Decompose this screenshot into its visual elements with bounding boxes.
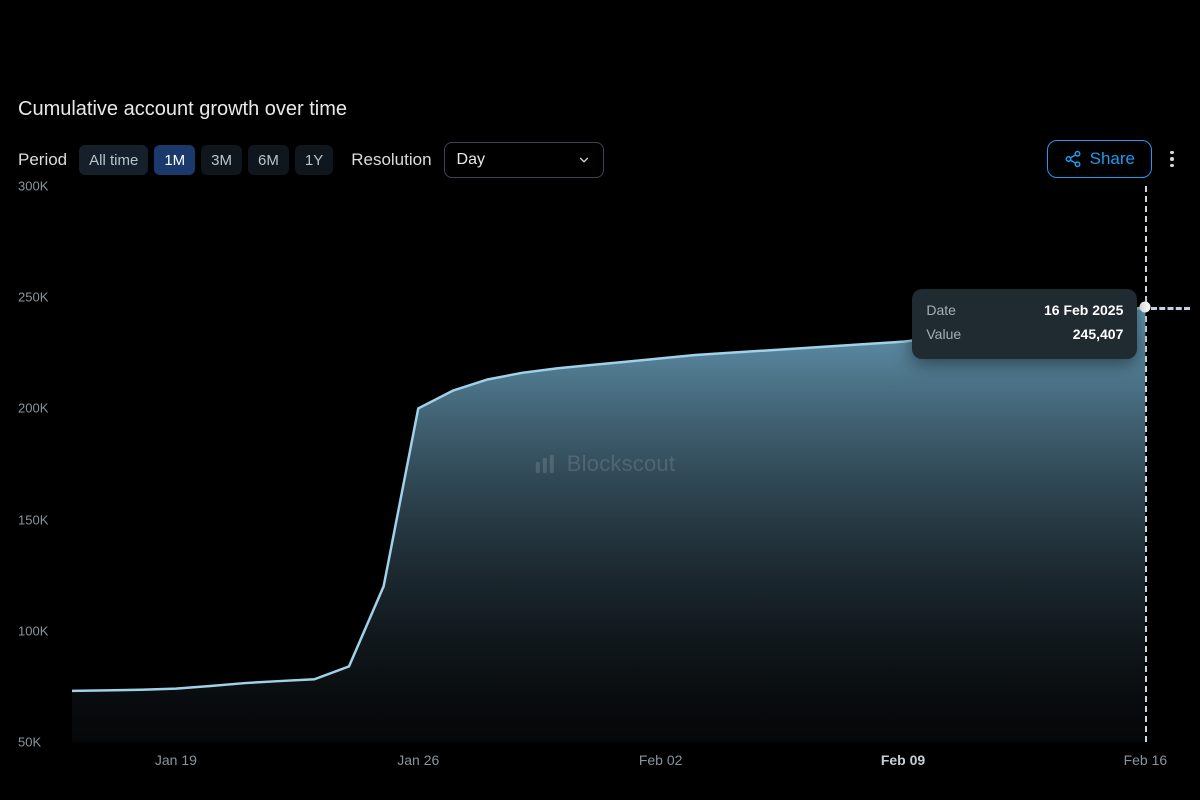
x-tick: Feb 09 xyxy=(881,752,925,768)
hover-tooltip: Date 16 Feb 2025 Value 245,407 xyxy=(912,289,1137,359)
resolution-select[interactable]: Day xyxy=(444,142,604,178)
share-label: Share xyxy=(1090,149,1135,169)
x-tick: Feb 16 xyxy=(1124,752,1168,768)
resolution-label: Resolution xyxy=(351,150,431,170)
period-option-1y[interactable]: 1Y xyxy=(295,145,333,175)
watermark: Blockscout xyxy=(533,451,675,477)
account-growth-chart[interactable]: Date16 Feb 2025Value245,407 Blockscout 5… xyxy=(18,186,1190,742)
period-option-alltime[interactable]: All time xyxy=(79,145,148,175)
tooltip-value-label: Value xyxy=(926,323,961,347)
page-title: Cumulative account growth over time xyxy=(18,98,347,121)
y-tick: 250K xyxy=(18,290,62,305)
y-tick: 100K xyxy=(18,623,62,638)
tooltip-date-label: Date xyxy=(926,299,956,323)
y-tick: 300K xyxy=(18,179,62,194)
tooltip-value: 245,407 xyxy=(1073,323,1124,347)
period-option-1m[interactable]: 1M xyxy=(154,145,195,175)
y-tick: 50K xyxy=(18,735,62,750)
crosshair xyxy=(1145,186,1147,742)
blockscout-logo-icon xyxy=(533,452,557,476)
period-option-3m[interactable]: 3M xyxy=(201,145,242,175)
more-menu-button[interactable] xyxy=(1166,151,1178,168)
watermark-text: Blockscout xyxy=(567,451,675,477)
period-options: All time1M3M6M1Y xyxy=(79,145,333,175)
tooltip-date-value: 16 Feb 2025 xyxy=(1044,299,1123,323)
share-icon xyxy=(1064,150,1082,168)
chevron-down-icon xyxy=(577,153,591,167)
y-tick: 150K xyxy=(18,512,62,527)
x-tick: Jan 19 xyxy=(155,752,197,768)
resolution-value: Day xyxy=(457,151,485,169)
y-tick: 200K xyxy=(18,401,62,416)
period-label: Period xyxy=(18,150,67,170)
share-button[interactable]: Share xyxy=(1047,140,1152,178)
hover-dash xyxy=(1151,307,1190,310)
period-option-6m[interactable]: 6M xyxy=(248,145,289,175)
x-tick: Feb 02 xyxy=(639,752,683,768)
x-tick: Jan 26 xyxy=(397,752,439,768)
hover-dot xyxy=(1140,302,1151,313)
